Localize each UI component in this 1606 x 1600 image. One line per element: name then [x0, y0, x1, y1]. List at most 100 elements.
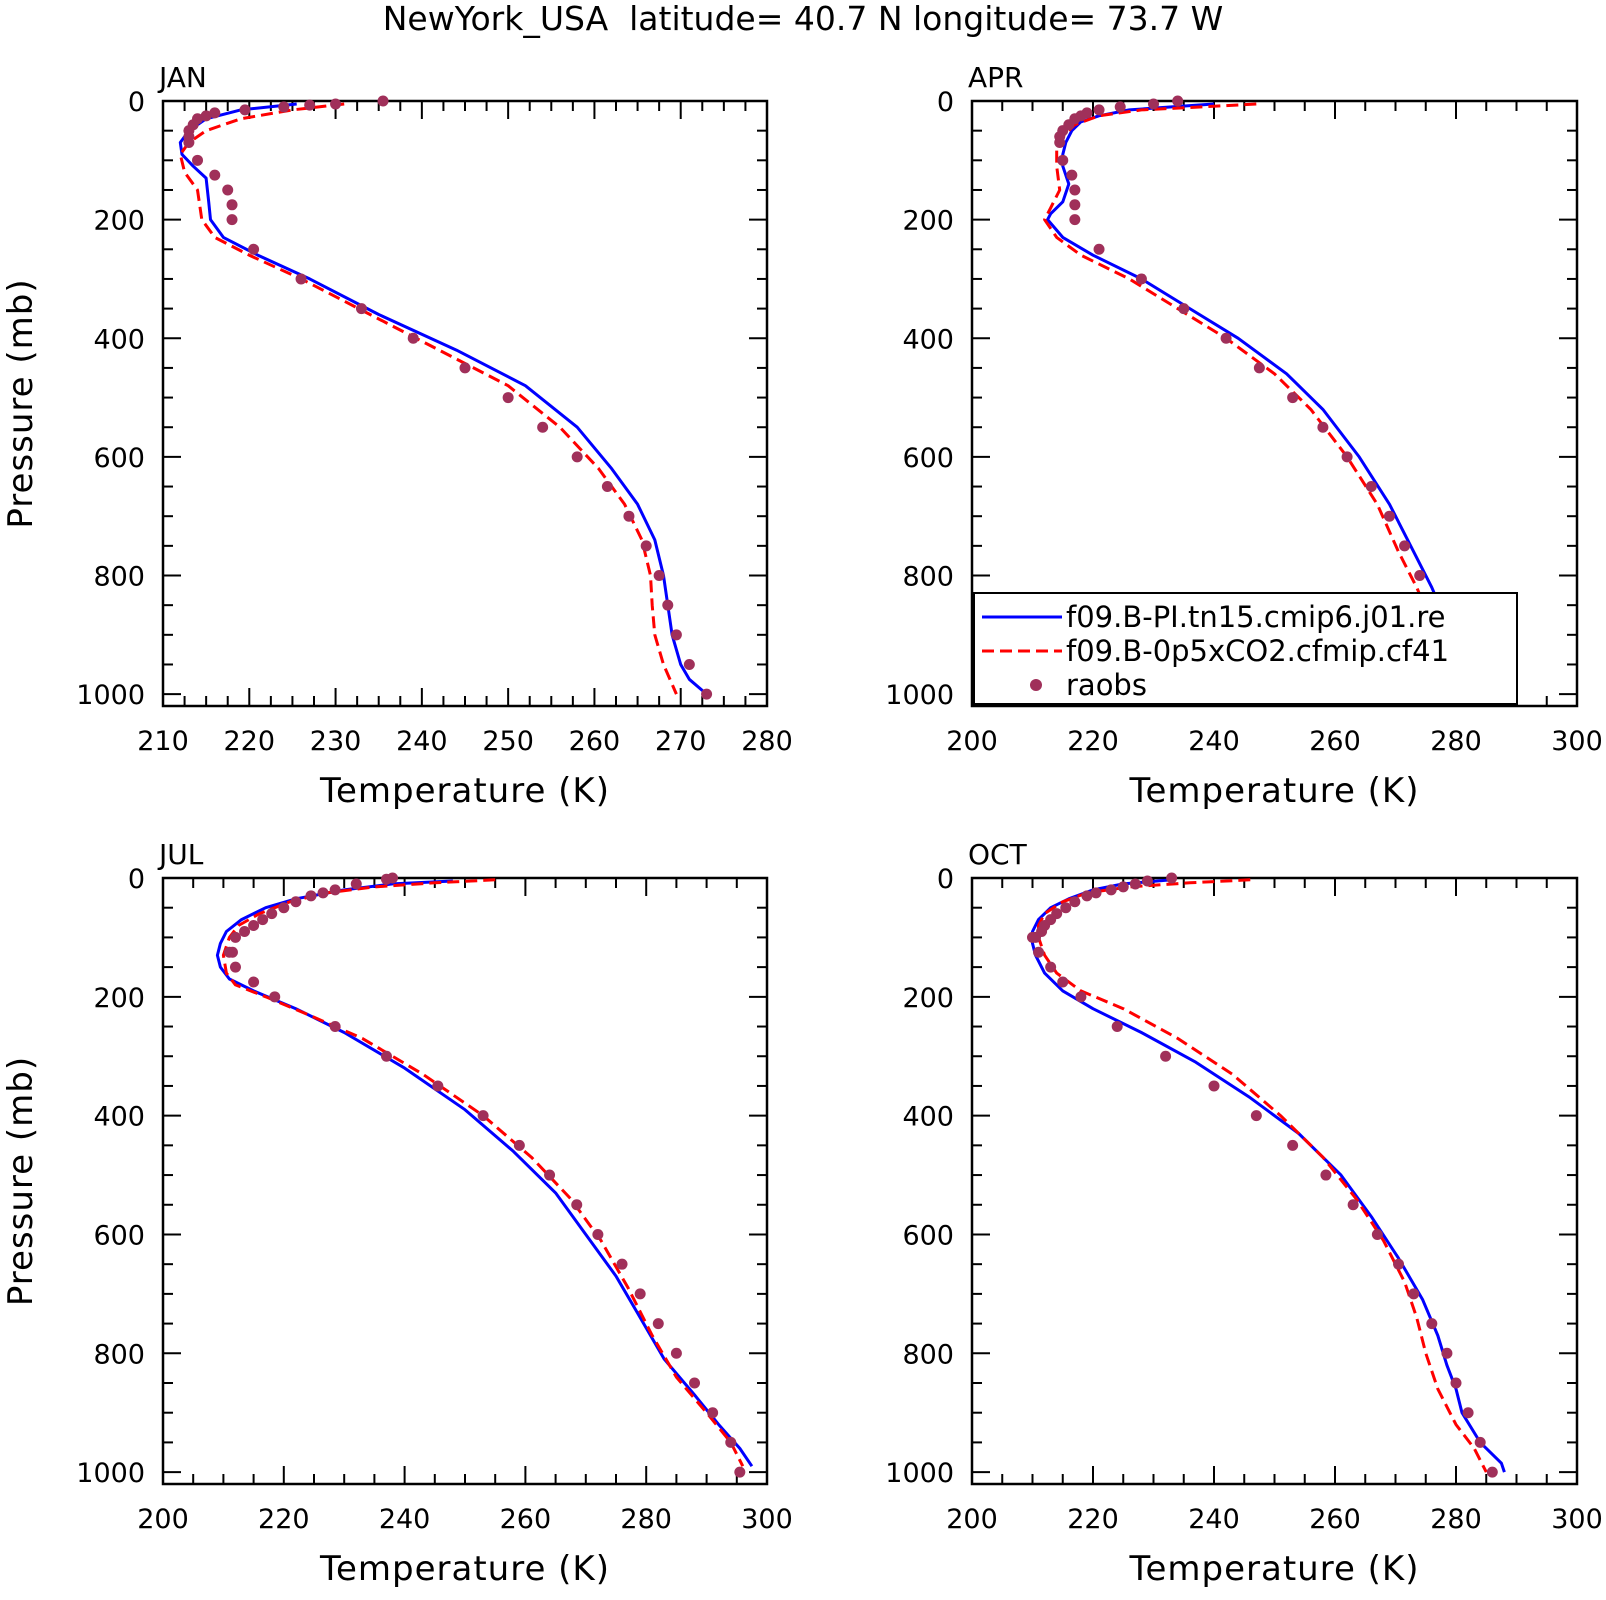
raobs-point [1148, 98, 1159, 110]
panel-title: JAN [157, 61, 207, 94]
x-axis-label: Temperature (K) [1128, 1549, 1419, 1589]
raobs-point [1371, 1228, 1383, 1240]
y-tick-label: 800 [902, 562, 954, 593]
raobs-point [634, 1288, 646, 1300]
series-dashed [221, 878, 745, 1467]
y-tick-label: 0 [128, 864, 145, 895]
x-tick-label: 260 [1309, 1504, 1361, 1535]
raobs-point [1320, 1169, 1332, 1181]
raobs-point [269, 991, 281, 1003]
y-tick-label: 0 [937, 864, 954, 895]
raobs-point [1408, 1288, 1420, 1300]
raobs-point [1383, 510, 1395, 522]
x-tick-label: 200 [137, 1504, 189, 1535]
raobs-point [1441, 1347, 1453, 1359]
raobs-point [380, 873, 392, 885]
y-tick-label: 1000 [76, 1458, 145, 1489]
x-tick-label: 300 [1551, 726, 1603, 757]
raobs-point [1365, 481, 1377, 493]
raobs-point [1075, 991, 1087, 1003]
raobs-point [537, 421, 549, 433]
raobs-point [616, 1258, 628, 1270]
plot-frame [161, 876, 769, 1486]
raobs-point [239, 104, 251, 116]
raobs-point [670, 1347, 682, 1359]
x-tick-label: 220 [1067, 1504, 1119, 1535]
y-axis-label: Pressure (mb) [1, 1056, 41, 1306]
raobs-point [1250, 1110, 1262, 1122]
raobs-point [305, 890, 317, 902]
series-dashed [1037, 878, 1488, 1473]
series-solid [1031, 878, 1506, 1473]
raobs-point [183, 137, 195, 149]
raobs-point [571, 451, 583, 463]
series-solid [215, 879, 754, 1468]
x-tick-label: 210 [137, 726, 189, 757]
raobs-point [653, 570, 665, 582]
series-solid [178, 102, 708, 696]
raobs-point [407, 332, 419, 344]
y-tick-label: 200 [93, 983, 145, 1014]
y-tick-label: 800 [902, 1339, 954, 1370]
legend-label: f09.B-PI.tn15.cmip6.j01.re [1066, 600, 1445, 634]
raobs-point [1253, 362, 1265, 374]
y-tick-label: 0 [128, 87, 145, 118]
raobs-point [192, 154, 204, 166]
raobs-point [1045, 961, 1057, 973]
raobs-point [502, 392, 514, 404]
raobs-point [601, 481, 613, 493]
raobs-point [1287, 1139, 1299, 1151]
panel-jan: 0 200 400 600 800 1000 210 220 230 240 250 260 270 28… [1, 61, 793, 811]
legend-box [973, 592, 1518, 705]
series-dots [183, 95, 713, 700]
raobs-point [1317, 421, 1329, 433]
plot-frame [970, 876, 1579, 1486]
raobs-point [725, 1436, 737, 1448]
raobs-point [1486, 1466, 1498, 1478]
raobs-point [330, 98, 342, 110]
raobs-point [380, 1050, 392, 1062]
y-tick-label: 400 [93, 1102, 145, 1133]
raobs-point [278, 902, 290, 914]
raobs-point [229, 931, 241, 943]
raobs-point [209, 169, 221, 181]
x-tick-label: 220 [258, 1504, 310, 1535]
raobs-point [1105, 884, 1117, 896]
raobs-point [1399, 540, 1411, 552]
series-line-solid [1031, 878, 1506, 1473]
raobs-point [290, 896, 302, 908]
raobs-point [1220, 332, 1232, 344]
x-tick-label: 230 [310, 726, 362, 757]
raobs-point [652, 1318, 664, 1330]
raobs-point [1347, 1199, 1359, 1211]
raobs-point [544, 1169, 556, 1181]
raobs-point [304, 99, 316, 111]
x-tick-label: 260 [500, 1504, 552, 1535]
raobs-point [257, 914, 269, 926]
raobs-point [1057, 154, 1069, 166]
series-dots [1027, 872, 1498, 1478]
panel-title: OCT [968, 838, 1028, 871]
raobs-point [229, 961, 241, 973]
raobs-point [1066, 169, 1078, 181]
panel-jul: 0 200 400 600 800 1000 200 220 240 260 280 300 JUL Te… [1, 838, 793, 1589]
x-tick-label: 240 [1188, 1504, 1240, 1535]
x-tick-label: 260 [569, 726, 621, 757]
raobs-point [1426, 1318, 1438, 1330]
raobs-point [222, 184, 234, 196]
series-dots [223, 872, 746, 1478]
raobs-point [248, 243, 260, 255]
x-tick-label: 240 [1188, 726, 1240, 757]
x-tick-label: 220 [224, 726, 276, 757]
raobs-point [432, 1080, 444, 1092]
x-tick-label: 280 [1430, 726, 1482, 757]
raobs-point [1414, 570, 1426, 582]
raobs-point [1093, 243, 1105, 255]
y-axis-label: Pressure (mb) [1, 278, 41, 528]
raobs-point [571, 1199, 583, 1211]
figure-title: NewYork_USA latitude= 40.7 N longitude= … [383, 0, 1224, 38]
legend-label: raobs [1066, 668, 1147, 702]
x-tick-label: 240 [379, 1504, 431, 1535]
raobs-point [683, 658, 695, 670]
panel-oct: 0 200 400 600 800 1000 200 220 240 260 280 300 OCT Te… [885, 838, 1602, 1589]
